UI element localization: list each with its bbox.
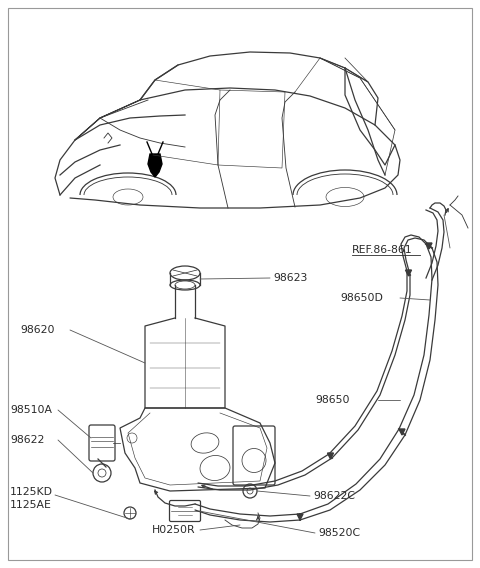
Text: 1125KD: 1125KD [10, 487, 53, 497]
Text: 98622: 98622 [10, 435, 44, 445]
Text: H0250R: H0250R [152, 525, 196, 535]
Polygon shape [399, 429, 405, 435]
Text: 98510A: 98510A [10, 405, 52, 415]
Text: 98622C: 98622C [313, 491, 355, 501]
Text: 98520C: 98520C [318, 528, 360, 538]
Polygon shape [406, 270, 411, 276]
Text: 98650D: 98650D [340, 293, 383, 303]
Polygon shape [426, 243, 432, 249]
Polygon shape [148, 154, 162, 177]
Text: REF.86-861: REF.86-861 [352, 245, 413, 255]
Polygon shape [327, 453, 334, 459]
Text: 98650: 98650 [315, 395, 349, 405]
Text: 98623: 98623 [273, 273, 307, 283]
Polygon shape [297, 514, 303, 520]
Text: 1125AE: 1125AE [10, 500, 52, 510]
Text: 98620: 98620 [20, 325, 55, 335]
